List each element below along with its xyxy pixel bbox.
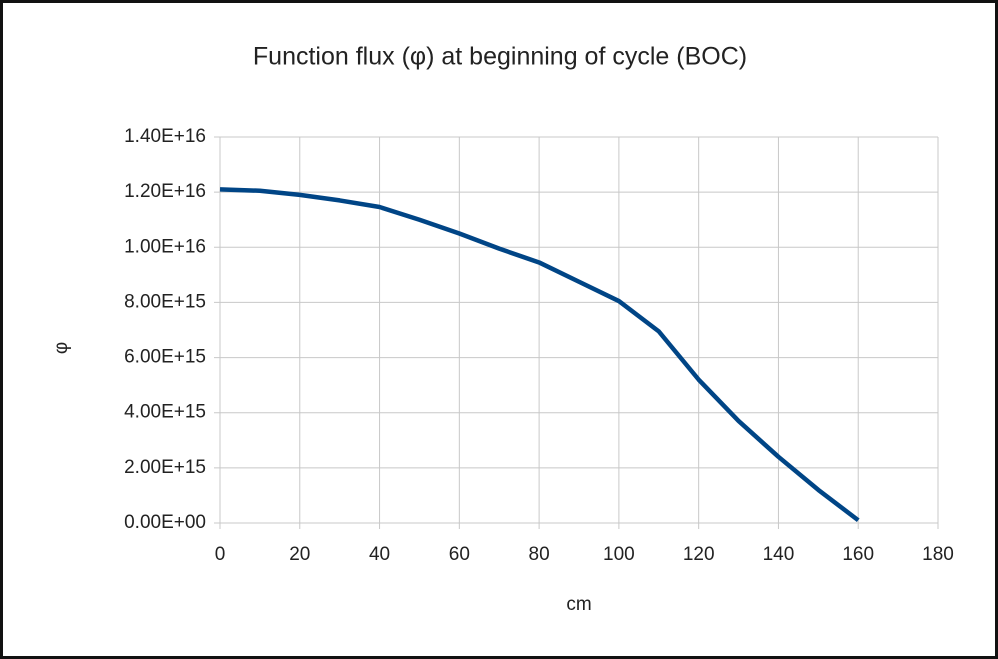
y-tick-label: 4.00E+15 (124, 402, 206, 423)
x-tick-label: 180 (922, 544, 954, 565)
x-tick-label: 160 (842, 544, 874, 565)
y-tick-label: 1.20E+16 (124, 181, 206, 202)
chart-title: Function flux (φ) at beginning of cycle … (253, 43, 747, 71)
y-tick-label: 1.40E+16 (124, 126, 206, 147)
line-series (219, 187, 860, 523)
y-tick-label: 8.00E+15 (124, 291, 206, 312)
y-tick-label: 0.00E+00 (124, 512, 206, 533)
y-tick-label: 1.00E+16 (124, 236, 206, 257)
x-axis-label: cm (566, 594, 591, 615)
y-axis-label: φ (51, 342, 72, 354)
x-tick-label: 80 (529, 544, 550, 565)
x-tick-label: 100 (603, 544, 635, 565)
x-tick-label: 120 (683, 544, 715, 565)
x-tick-label: 0 (215, 544, 226, 565)
y-tick-label: 2.00E+15 (124, 457, 206, 478)
x-tick-label: 20 (289, 544, 310, 565)
x-tick-label: 60 (449, 544, 470, 565)
y-tick-label: 6.00E+15 (124, 347, 206, 368)
x-tick-label: 40 (369, 544, 390, 565)
x-tick-label: 140 (763, 544, 795, 565)
